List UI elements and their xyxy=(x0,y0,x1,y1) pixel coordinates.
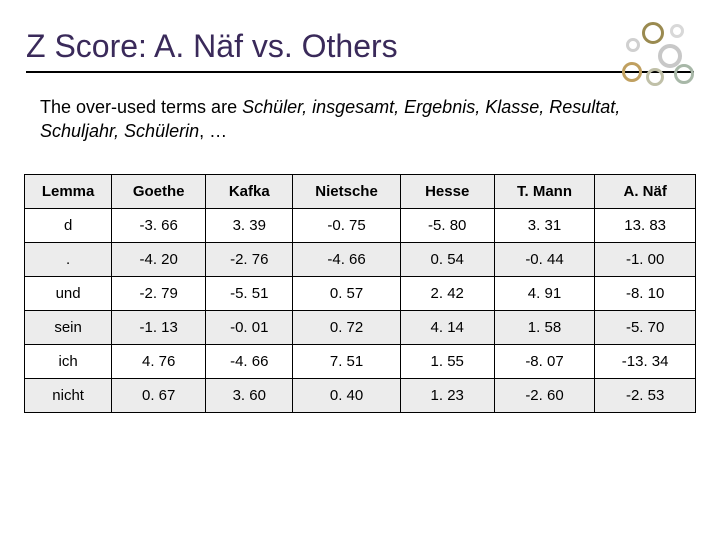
table-row: und-2. 79-5. 510. 572. 424. 91-8. 10 xyxy=(25,276,696,310)
table-cell: d xyxy=(25,208,112,242)
table-header-cell: Goethe xyxy=(112,174,206,208)
table-header-row: LemmaGoetheKafkaNietscheHesseT. MannA. N… xyxy=(25,174,696,208)
table-row: sein-1. 13-0. 010. 724. 141. 58-5. 70 xyxy=(25,310,696,344)
table-cell: 4. 14 xyxy=(400,310,494,344)
table-cell: -13. 34 xyxy=(595,344,696,378)
table-cell: -2. 79 xyxy=(112,276,206,310)
table-cell: -2. 76 xyxy=(206,242,293,276)
table-cell: ich xyxy=(25,344,112,378)
table-body: d-3. 663. 39-0. 75-5. 803. 3113. 83.-4. … xyxy=(25,208,696,412)
table-cell: 0. 54 xyxy=(400,242,494,276)
table-cell: und xyxy=(25,276,112,310)
table-cell: -5. 70 xyxy=(595,310,696,344)
table-cell: -0. 75 xyxy=(293,208,400,242)
table-cell: 2. 42 xyxy=(400,276,494,310)
table-header-cell: Hesse xyxy=(400,174,494,208)
table-cell: 0. 72 xyxy=(293,310,400,344)
table-cell: 0. 57 xyxy=(293,276,400,310)
table-cell: sein xyxy=(25,310,112,344)
intro-part2: , … xyxy=(199,121,227,141)
table-cell: 0. 40 xyxy=(293,378,400,412)
table-container: LemmaGoetheKafkaNietscheHesseT. MannA. N… xyxy=(0,144,720,413)
table-cell: -2. 53 xyxy=(595,378,696,412)
table-cell: 1. 58 xyxy=(494,310,595,344)
table-header-cell: Kafka xyxy=(206,174,293,208)
table-cell: 1. 55 xyxy=(400,344,494,378)
table-row: ich4. 76-4. 667. 511. 55-8. 07-13. 34 xyxy=(25,344,696,378)
table-cell: 0. 67 xyxy=(112,378,206,412)
table-cell: nicht xyxy=(25,378,112,412)
table-cell: -0. 01 xyxy=(206,310,293,344)
table-cell: 7. 51 xyxy=(293,344,400,378)
table-cell: -4. 66 xyxy=(293,242,400,276)
table-cell: 4. 91 xyxy=(494,276,595,310)
table-cell: 4. 76 xyxy=(112,344,206,378)
table-header-cell: A. Näf xyxy=(595,174,696,208)
table-cell: -8. 10 xyxy=(595,276,696,310)
table-row: d-3. 663. 39-0. 75-5. 803. 3113. 83 xyxy=(25,208,696,242)
table-cell: -5. 51 xyxy=(206,276,293,310)
table-cell: -2. 60 xyxy=(494,378,595,412)
table-cell: -1. 00 xyxy=(595,242,696,276)
table-cell: -4. 66 xyxy=(206,344,293,378)
table-cell: -3. 66 xyxy=(112,208,206,242)
table-row: .-4. 20-2. 76-4. 660. 54-0. 44-1. 00 xyxy=(25,242,696,276)
table-cell: 13. 83 xyxy=(595,208,696,242)
intro-part1: The over-used terms are xyxy=(40,97,242,117)
intro-text: The over-used terms are Schüler, insgesa… xyxy=(0,73,720,144)
table-cell: 3. 31 xyxy=(494,208,595,242)
table-cell: 3. 39 xyxy=(206,208,293,242)
table-cell: -0. 44 xyxy=(494,242,595,276)
table-header-cell: Nietsche xyxy=(293,174,400,208)
table-cell: -4. 20 xyxy=(112,242,206,276)
table-row: nicht0. 673. 600. 401. 23-2. 60-2. 53 xyxy=(25,378,696,412)
table-cell: 3. 60 xyxy=(206,378,293,412)
page-title: Z Score: A. Näf vs. Others xyxy=(0,0,720,71)
table-cell: -5. 80 xyxy=(400,208,494,242)
table-header-cell: Lemma xyxy=(25,174,112,208)
table-cell: . xyxy=(25,242,112,276)
table-header-cell: T. Mann xyxy=(494,174,595,208)
table-cell: -8. 07 xyxy=(494,344,595,378)
table-cell: 1. 23 xyxy=(400,378,494,412)
zscore-table: LemmaGoetheKafkaNietscheHesseT. MannA. N… xyxy=(24,174,696,413)
table-cell: -1. 13 xyxy=(112,310,206,344)
